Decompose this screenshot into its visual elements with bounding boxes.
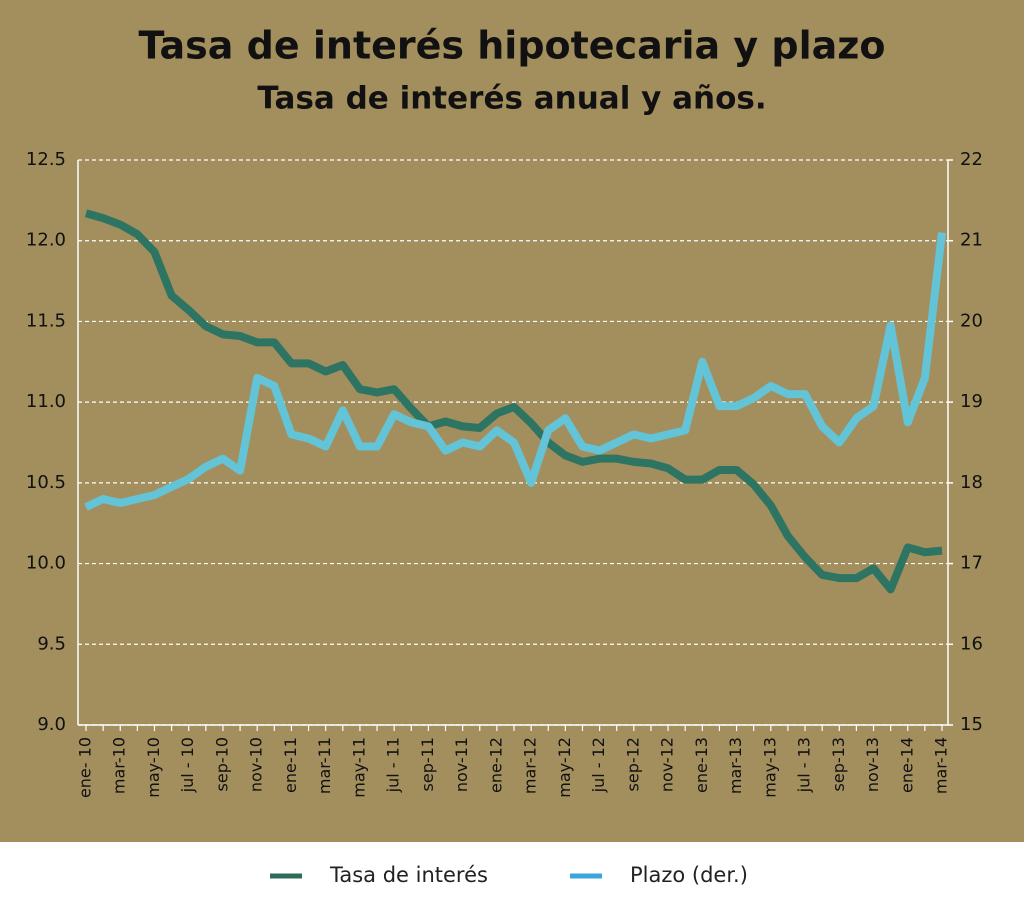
x-tick-label: mar-11	[315, 737, 334, 794]
x-tick-label: jul - 10	[178, 737, 197, 793]
x-tick-label: nov-11	[452, 737, 471, 792]
x-tick-label: ene-11	[281, 737, 300, 793]
y2-tick-label: 15	[960, 714, 983, 735]
y-tick-label: 9.5	[37, 633, 66, 654]
y2-tick-label: 17	[960, 553, 983, 574]
x-tick-label: ene- 10	[76, 737, 95, 798]
x-tick-label: mar-10	[110, 737, 129, 794]
x-tick-label: ene-13	[692, 737, 711, 793]
y2-tick-label: 19	[960, 391, 983, 412]
legend-label: Tasa de interés	[329, 863, 488, 887]
x-tick-label: sep-12	[623, 737, 642, 791]
x-tick-label: ene-14	[897, 737, 916, 793]
y-tick-label: 12.5	[26, 149, 66, 170]
x-tick-label: nov-13	[863, 737, 882, 792]
legend-band	[0, 842, 1024, 904]
y2-tick-label: 20	[960, 310, 983, 331]
x-tick-label: may-12	[555, 737, 574, 798]
y-tick-label: 9.0	[37, 714, 66, 735]
y-tick-label: 11.5	[26, 310, 66, 331]
x-tick-label: sep-11	[418, 737, 437, 791]
line	[84, 209, 943, 594]
x-tick-label: may-11	[349, 737, 368, 798]
y-tick-label: 12.0	[26, 230, 66, 251]
y-tick-label: 11.0	[26, 391, 66, 412]
y-tick-label: 10.0	[26, 553, 66, 574]
background	[0, 0, 1024, 842]
y2-tick-label: 18	[960, 472, 983, 493]
y2-tick-label: 16	[960, 633, 983, 654]
x-tick-label: may-13	[760, 737, 779, 798]
x-tick-label: jul - 12	[589, 737, 608, 793]
x-tick-label: nov-12	[658, 737, 677, 792]
chart-subtitle: Tasa de interés anual y años.	[257, 81, 766, 117]
x-tick-label: sep-13	[829, 737, 848, 791]
x-tick-label: jul - 13	[795, 737, 814, 793]
y-tick-label: 10.5	[26, 472, 66, 493]
x-tick-label: jul - 11	[384, 737, 403, 793]
x-tick-label: mar-12	[521, 737, 540, 794]
x-tick-label: nov-10	[247, 737, 266, 792]
x-tick-label: sep-10	[212, 737, 231, 791]
y2-tick-label: 21	[960, 230, 983, 251]
chart-title: Tasa de interés hipotecaria y plazo	[139, 24, 886, 68]
legend-label: Plazo (der.)	[630, 863, 748, 887]
y2-tick-label: 22	[960, 149, 983, 170]
x-tick-label: mar-14	[932, 737, 951, 794]
line	[84, 232, 946, 511]
x-tick-label: mar-13	[726, 737, 745, 794]
x-tick-label: may-10	[144, 737, 163, 798]
x-tick-label: ene-12	[486, 737, 505, 793]
